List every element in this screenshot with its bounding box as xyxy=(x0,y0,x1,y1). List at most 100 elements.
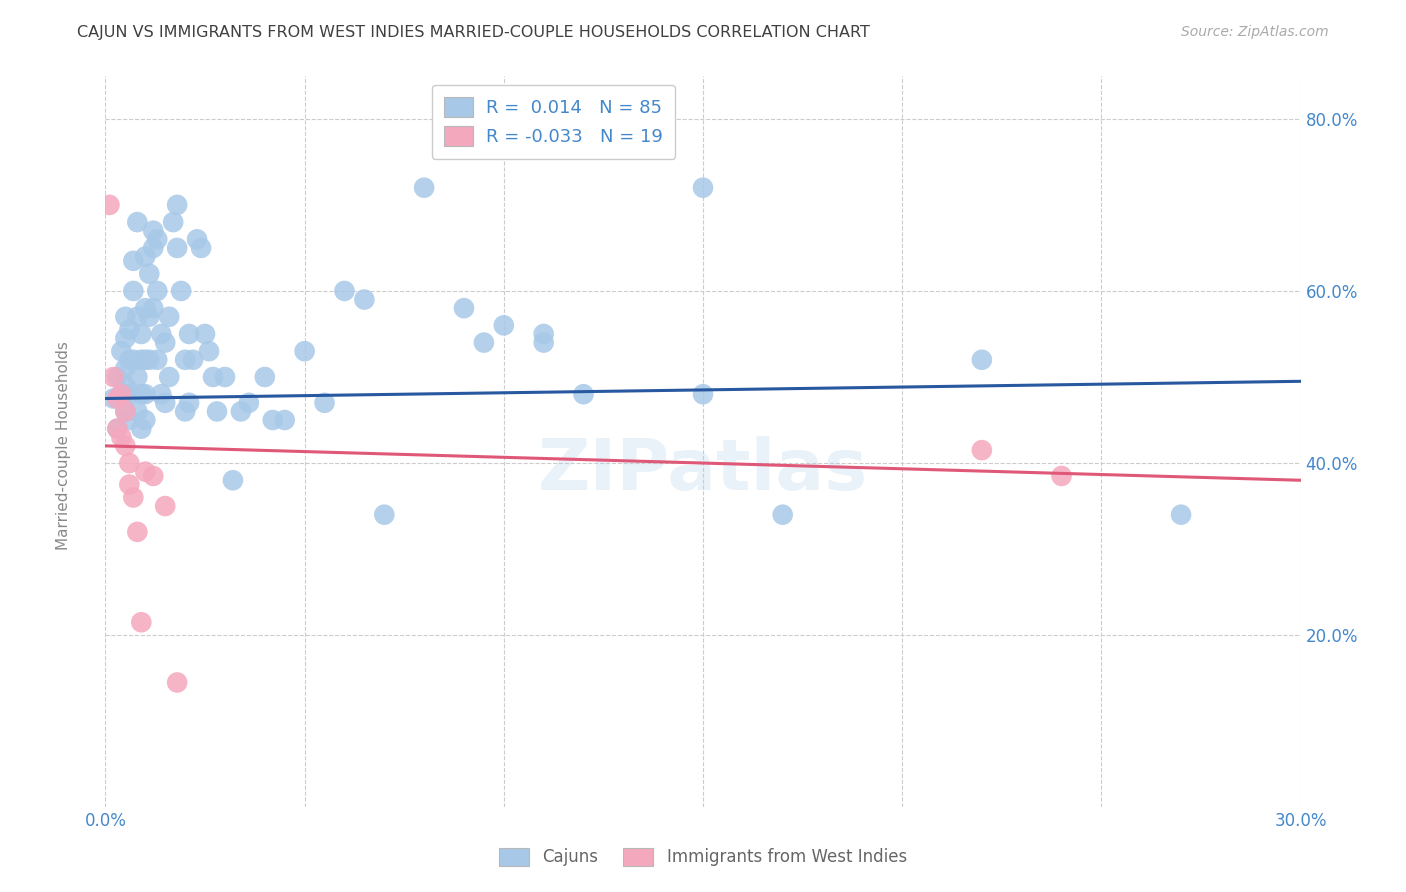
Point xyxy=(174,404,197,418)
Point xyxy=(186,232,208,246)
Point xyxy=(153,499,177,513)
Point xyxy=(177,326,201,341)
Point xyxy=(373,508,395,522)
Point xyxy=(492,318,515,333)
Point xyxy=(110,430,132,444)
Point xyxy=(174,352,197,367)
Point xyxy=(273,413,295,427)
Point xyxy=(134,301,156,315)
Point xyxy=(166,241,188,255)
Point xyxy=(122,352,145,367)
Point xyxy=(1050,469,1073,483)
Point xyxy=(970,443,993,458)
Point xyxy=(170,284,193,298)
Point xyxy=(129,326,153,341)
Point xyxy=(150,387,173,401)
Point xyxy=(138,352,160,367)
Legend: Cajuns, Immigrants from West Indies: Cajuns, Immigrants from West Indies xyxy=(492,841,914,873)
Point xyxy=(114,404,136,418)
Point xyxy=(198,344,221,359)
Point xyxy=(222,473,245,487)
Point xyxy=(772,508,794,522)
Point xyxy=(142,241,165,255)
Point xyxy=(146,352,169,367)
Point xyxy=(129,352,153,367)
Point xyxy=(107,370,129,384)
Point xyxy=(162,215,184,229)
Point xyxy=(129,387,153,401)
Point xyxy=(134,465,156,479)
Point xyxy=(142,469,165,483)
Point xyxy=(413,180,436,194)
Point xyxy=(127,524,149,539)
Point xyxy=(114,404,136,418)
Point xyxy=(153,396,177,410)
Point xyxy=(353,293,375,307)
Point xyxy=(127,370,149,384)
Point xyxy=(127,310,149,324)
Point xyxy=(157,310,180,324)
Text: Source: ZipAtlas.com: Source: ZipAtlas.com xyxy=(1181,25,1329,39)
Point xyxy=(253,370,276,384)
Point xyxy=(122,284,145,298)
Point xyxy=(114,310,136,324)
Point xyxy=(472,335,495,350)
Point xyxy=(572,387,595,401)
Point xyxy=(118,413,141,427)
Point xyxy=(146,284,169,298)
Point xyxy=(138,267,160,281)
Point xyxy=(103,392,125,406)
Point xyxy=(110,387,132,401)
Point xyxy=(122,253,145,268)
Point xyxy=(238,396,260,410)
Point xyxy=(157,370,180,384)
Point xyxy=(107,422,129,436)
Point xyxy=(262,413,284,427)
Point xyxy=(127,404,149,418)
Point xyxy=(103,370,125,384)
Point xyxy=(114,387,136,401)
Point xyxy=(134,413,156,427)
Point xyxy=(138,310,160,324)
Point xyxy=(129,615,153,630)
Point xyxy=(194,326,217,341)
Point xyxy=(114,439,136,453)
Point xyxy=(110,344,132,359)
Point xyxy=(533,335,555,350)
Text: ZIPatlas: ZIPatlas xyxy=(538,436,868,505)
Text: CAJUN VS IMMIGRANTS FROM WEST INDIES MARRIED-COUPLE HOUSEHOLDS CORRELATION CHART: CAJUN VS IMMIGRANTS FROM WEST INDIES MAR… xyxy=(77,25,870,40)
Point xyxy=(118,456,141,470)
Point xyxy=(294,344,316,359)
Point xyxy=(142,224,165,238)
Point xyxy=(692,387,714,401)
Point xyxy=(122,491,145,505)
Point xyxy=(98,198,121,212)
Point xyxy=(107,392,129,406)
Point xyxy=(134,387,156,401)
Point xyxy=(166,198,188,212)
Point xyxy=(205,404,228,418)
Point xyxy=(153,335,177,350)
Point xyxy=(1170,508,1192,522)
Point xyxy=(150,326,173,341)
Point xyxy=(134,352,156,367)
Point xyxy=(314,396,336,410)
Point xyxy=(181,352,204,367)
Point xyxy=(134,250,156,264)
Point xyxy=(146,232,169,246)
Point xyxy=(202,370,225,384)
Point xyxy=(142,301,165,315)
Point xyxy=(177,396,201,410)
Point xyxy=(107,422,129,436)
Point xyxy=(453,301,475,315)
Point xyxy=(970,352,993,367)
Point xyxy=(118,323,141,337)
Point xyxy=(114,331,136,345)
Point xyxy=(129,422,153,436)
Point xyxy=(110,387,132,401)
Point xyxy=(127,215,149,229)
Point xyxy=(214,370,236,384)
Point xyxy=(118,387,141,401)
Point xyxy=(114,378,136,392)
Point xyxy=(533,326,555,341)
